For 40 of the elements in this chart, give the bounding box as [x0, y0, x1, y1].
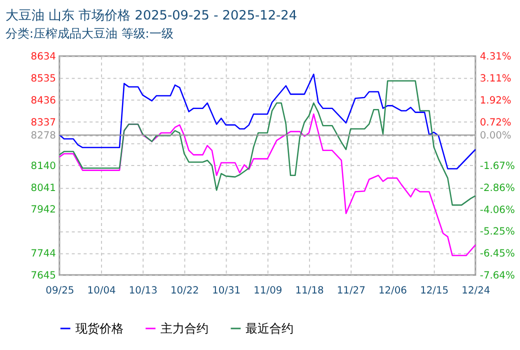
x-tick-label: 11/09 [254, 285, 282, 296]
legend-label: 主力合约 [160, 321, 208, 336]
y-tick-label: 7645 [30, 270, 56, 282]
y-tick-label: 8337 [30, 117, 56, 128]
x-tick-label: 11/27 [336, 285, 366, 296]
y2-tick-label: -1.67% [480, 161, 515, 172]
chart-title: 大豆油 山东 市场价格 2025-09-25 - 2025-12-24 [6, 8, 298, 24]
y-tick-label: 8041 [30, 182, 56, 194]
chart-subtitle: 分类:压榨成品大豆油 等级:一级 [6, 26, 174, 40]
y2-tick-label: -2.86% [480, 182, 515, 194]
x-tick-label: 11/18 [295, 285, 324, 296]
y2-tick-label: -7.64% [480, 270, 515, 282]
y-tick-label: 8535 [30, 73, 56, 84]
x-tick-label: 10/04 [87, 285, 116, 296]
line-series [58, 74, 476, 170]
y2-tick-label: 4.31% [480, 52, 512, 63]
y2-tick-label: -5.25% [480, 226, 515, 238]
y-tick-label: 8140 [30, 160, 56, 172]
y2-tick-label: -6.45% [480, 248, 515, 260]
y-tick-label: 7942 [30, 204, 56, 216]
x-tick-label: 12/24 [462, 285, 490, 296]
y-tick-label: 8436 [30, 95, 56, 106]
y2-tick-label: 0.72% [480, 117, 512, 128]
x-tick-label: 12/06 [378, 285, 407, 296]
x-tick-label: 10/22 [170, 285, 199, 296]
y2-tick-label: 3.11% [480, 74, 512, 85]
y-tick-label: 8634 [30, 52, 56, 63]
x-tick-label: 12/15 [420, 285, 449, 296]
x-tick-label: 10/13 [128, 285, 158, 296]
line-series [58, 113, 476, 256]
x-tick-label: 10/31 [212, 285, 241, 296]
y2-tick-label: -4.06% [480, 204, 515, 216]
x-tick-label: 09/25 [46, 285, 74, 296]
y-tick-label: 7744 [30, 248, 56, 260]
y2-tick-label: 0.00% [480, 130, 512, 142]
y-tick-label: 8278 [30, 130, 56, 142]
legend-label: 现货价格 [75, 321, 124, 336]
legend-label: 最近合约 [246, 321, 294, 336]
y2-tick-label: 1.92% [480, 95, 512, 106]
line-series [58, 80, 476, 206]
